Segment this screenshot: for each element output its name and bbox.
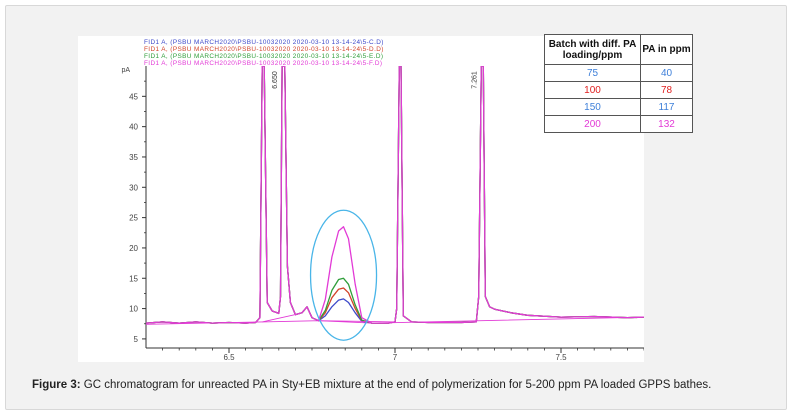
legend-entry: FID1 A, (PSBU MARCH2020\PSBU-10032020 20… <box>144 53 383 60</box>
pa-results-table: Batch with diff. PA loading/ppm PA in pp… <box>544 34 693 133</box>
table-row: 150 117 <box>544 98 693 116</box>
cell-batch: 200 <box>544 115 641 133</box>
cell-pa: 117 <box>640 98 693 116</box>
cell-batch: 150 <box>544 98 641 116</box>
table-row: 75 40 <box>544 64 693 82</box>
table-row: 100 78 <box>544 81 693 99</box>
x-tick-label: 6.5 <box>223 353 235 362</box>
baseline-line <box>262 314 296 323</box>
header-batch: Batch with diff. PA loading/ppm <box>544 34 641 65</box>
peak-retention-label: 7.261 <box>471 71 478 89</box>
y-tick-label: 15 <box>129 274 138 283</box>
highlight-ellipse <box>309 209 378 341</box>
y-tick-label: 35 <box>129 153 138 162</box>
baseline-line <box>318 320 396 323</box>
cell-batch: 75 <box>544 64 641 82</box>
table-row: 200 132 <box>544 115 693 133</box>
cell-pa: 132 <box>640 115 693 133</box>
x-tick-label: 7.5 <box>555 353 567 362</box>
y-tick-label: 20 <box>129 244 138 253</box>
cell-pa: 40 <box>640 64 693 82</box>
y-tick-label: 45 <box>129 92 138 101</box>
caption-label: Figure 3: <box>32 379 81 391</box>
y-tick-label: 30 <box>129 183 138 192</box>
figure-caption: Figure 3: GC chromatogram for unreacted … <box>32 379 772 391</box>
y-tick-label: 40 <box>129 123 138 132</box>
peak-retention-label: 6.650 <box>272 71 279 89</box>
x-tick-label: 7 <box>393 353 398 362</box>
legend-entry: FID1 A, (PSBU MARCH2020\PSBU-10032020 20… <box>144 46 384 53</box>
caption-text: GC chromatogram for unreacted PA in Sty+… <box>80 379 712 391</box>
legend-entry: FID1 A, (PSBU MARCH2020\PSBU-10032020 20… <box>144 60 382 67</box>
legend-entry: FID1 A, (PSBU MARCH2020\PSBU-10032020 20… <box>144 39 384 46</box>
y-tick-label: 10 <box>129 305 138 314</box>
table-header-row: Batch with diff. PA loading/ppm PA in pp… <box>544 34 693 65</box>
header-pa: PA in ppm <box>640 34 693 65</box>
y-tick-label: 5 <box>134 335 139 344</box>
y-tick-label: 25 <box>129 214 138 223</box>
gc-chromatogram-chart: 5 10 15 20 25 30 35 40 45 pA 6.5 7 7.5 6.650 7.261 FID1… <box>121 39 644 362</box>
y-axis-unit-label: pA <box>121 67 130 74</box>
series-line-4 <box>146 66 644 324</box>
cell-pa: 78 <box>640 81 693 99</box>
cell-batch: 100 <box>544 81 641 99</box>
